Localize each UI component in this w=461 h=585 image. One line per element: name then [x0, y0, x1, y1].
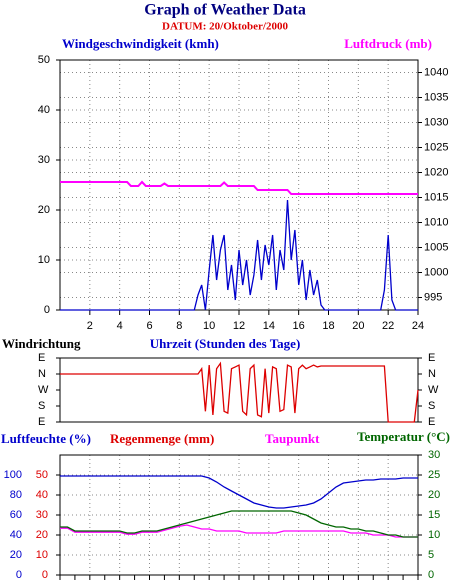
y-tick-label: 1000	[424, 266, 448, 278]
x-tick-label: 24	[412, 320, 424, 332]
series-label: Windgeschwindigkeit (kmh)	[62, 36, 219, 51]
y-tick-label: W	[38, 384, 49, 396]
y-tick-label: 30	[36, 509, 48, 521]
y-tick-label: 30	[38, 154, 50, 166]
y-tick-label: S	[38, 400, 45, 412]
series-label: Luftfeuchte (%)	[1, 431, 91, 446]
y-axis-label: Regenmenge (mm)	[110, 431, 214, 446]
y-tick-label: 1030	[424, 116, 448, 128]
y-tick-label: 1005	[424, 241, 448, 253]
series-line	[60, 510, 418, 538]
y-tick-label: 20	[10, 549, 22, 561]
y-tick-label: 60	[10, 509, 22, 521]
y-axis-label: Windrichtung	[2, 336, 81, 351]
x-tick-label: 4	[117, 320, 123, 332]
y-tick-label: 10	[36, 549, 48, 561]
y-tick-label: 100	[4, 469, 22, 481]
x-tick-label: 22	[382, 320, 394, 332]
y-tick-label: E	[428, 416, 435, 428]
y-tick-label: 1015	[424, 191, 448, 203]
y-tick-label: 40	[36, 489, 48, 501]
y-tick-label: 40	[38, 104, 50, 116]
y-tick-label: 995	[424, 291, 442, 303]
y-tick-label: 20	[36, 529, 48, 541]
x-tick-label: 6	[146, 320, 152, 332]
y-tick-label: 15	[428, 509, 440, 521]
series-line	[60, 475, 418, 509]
y-tick-label: 50	[38, 54, 50, 66]
y-tick-label: 40	[10, 529, 22, 541]
x-tick-label: 20	[352, 320, 364, 332]
series-line	[60, 361, 419, 423]
series-line	[60, 199, 418, 311]
x-tick-label: 14	[263, 320, 275, 332]
y-tick-label: 1025	[424, 141, 448, 153]
x-tick-label: 18	[322, 320, 334, 332]
x-tick-label: 8	[176, 320, 182, 332]
y-tick-label: 10	[428, 529, 440, 541]
y-tick-label: 80	[10, 489, 22, 501]
x-axis-label: Uhrzeit (Stunden des Tage)	[150, 336, 301, 351]
y-tick-label: E	[38, 416, 45, 428]
y-tick-label: 0	[44, 304, 50, 316]
y-tick-label: 1010	[424, 216, 448, 228]
y-tick-label: 20	[428, 489, 440, 501]
y-tick-label: 25	[428, 469, 440, 481]
y-tick-label: 5	[428, 549, 434, 561]
y-tick-label: 30	[428, 449, 440, 461]
y-tick-label: 1040	[424, 66, 448, 78]
y-tick-label: 0	[42, 569, 48, 581]
chart-subtitle: DATUM: 20/Oktober/2000	[162, 21, 288, 33]
series-label: Temperatur (°C)	[357, 429, 450, 444]
series-line	[60, 524, 418, 538]
y-tick-label: E	[38, 352, 45, 364]
y-tick-label: E	[428, 352, 435, 364]
x-tick-label: 10	[203, 320, 215, 332]
y-tick-label: 1020	[424, 166, 448, 178]
y-tick-label: S	[428, 400, 435, 412]
x-tick-label: 16	[293, 320, 305, 332]
series-label: Taupunkt	[265, 431, 320, 446]
x-tick-label: 2	[87, 320, 93, 332]
chart-title: Graph of Weather Data	[144, 2, 306, 19]
y-tick-label: N	[428, 368, 436, 380]
y-tick-label: W	[428, 384, 439, 396]
series-label: Luftdruck (mb)	[344, 36, 432, 51]
series-line	[60, 180, 418, 195]
x-tick-label: 12	[233, 320, 245, 332]
y-tick-label: 50	[36, 469, 48, 481]
y-tick-label: 0	[16, 569, 22, 581]
y-tick-label: 0	[428, 569, 434, 581]
y-tick-label: 1035	[424, 91, 448, 103]
y-tick-label: N	[38, 368, 46, 380]
y-tick-label: 10	[38, 254, 50, 266]
y-tick-label: 20	[38, 204, 50, 216]
